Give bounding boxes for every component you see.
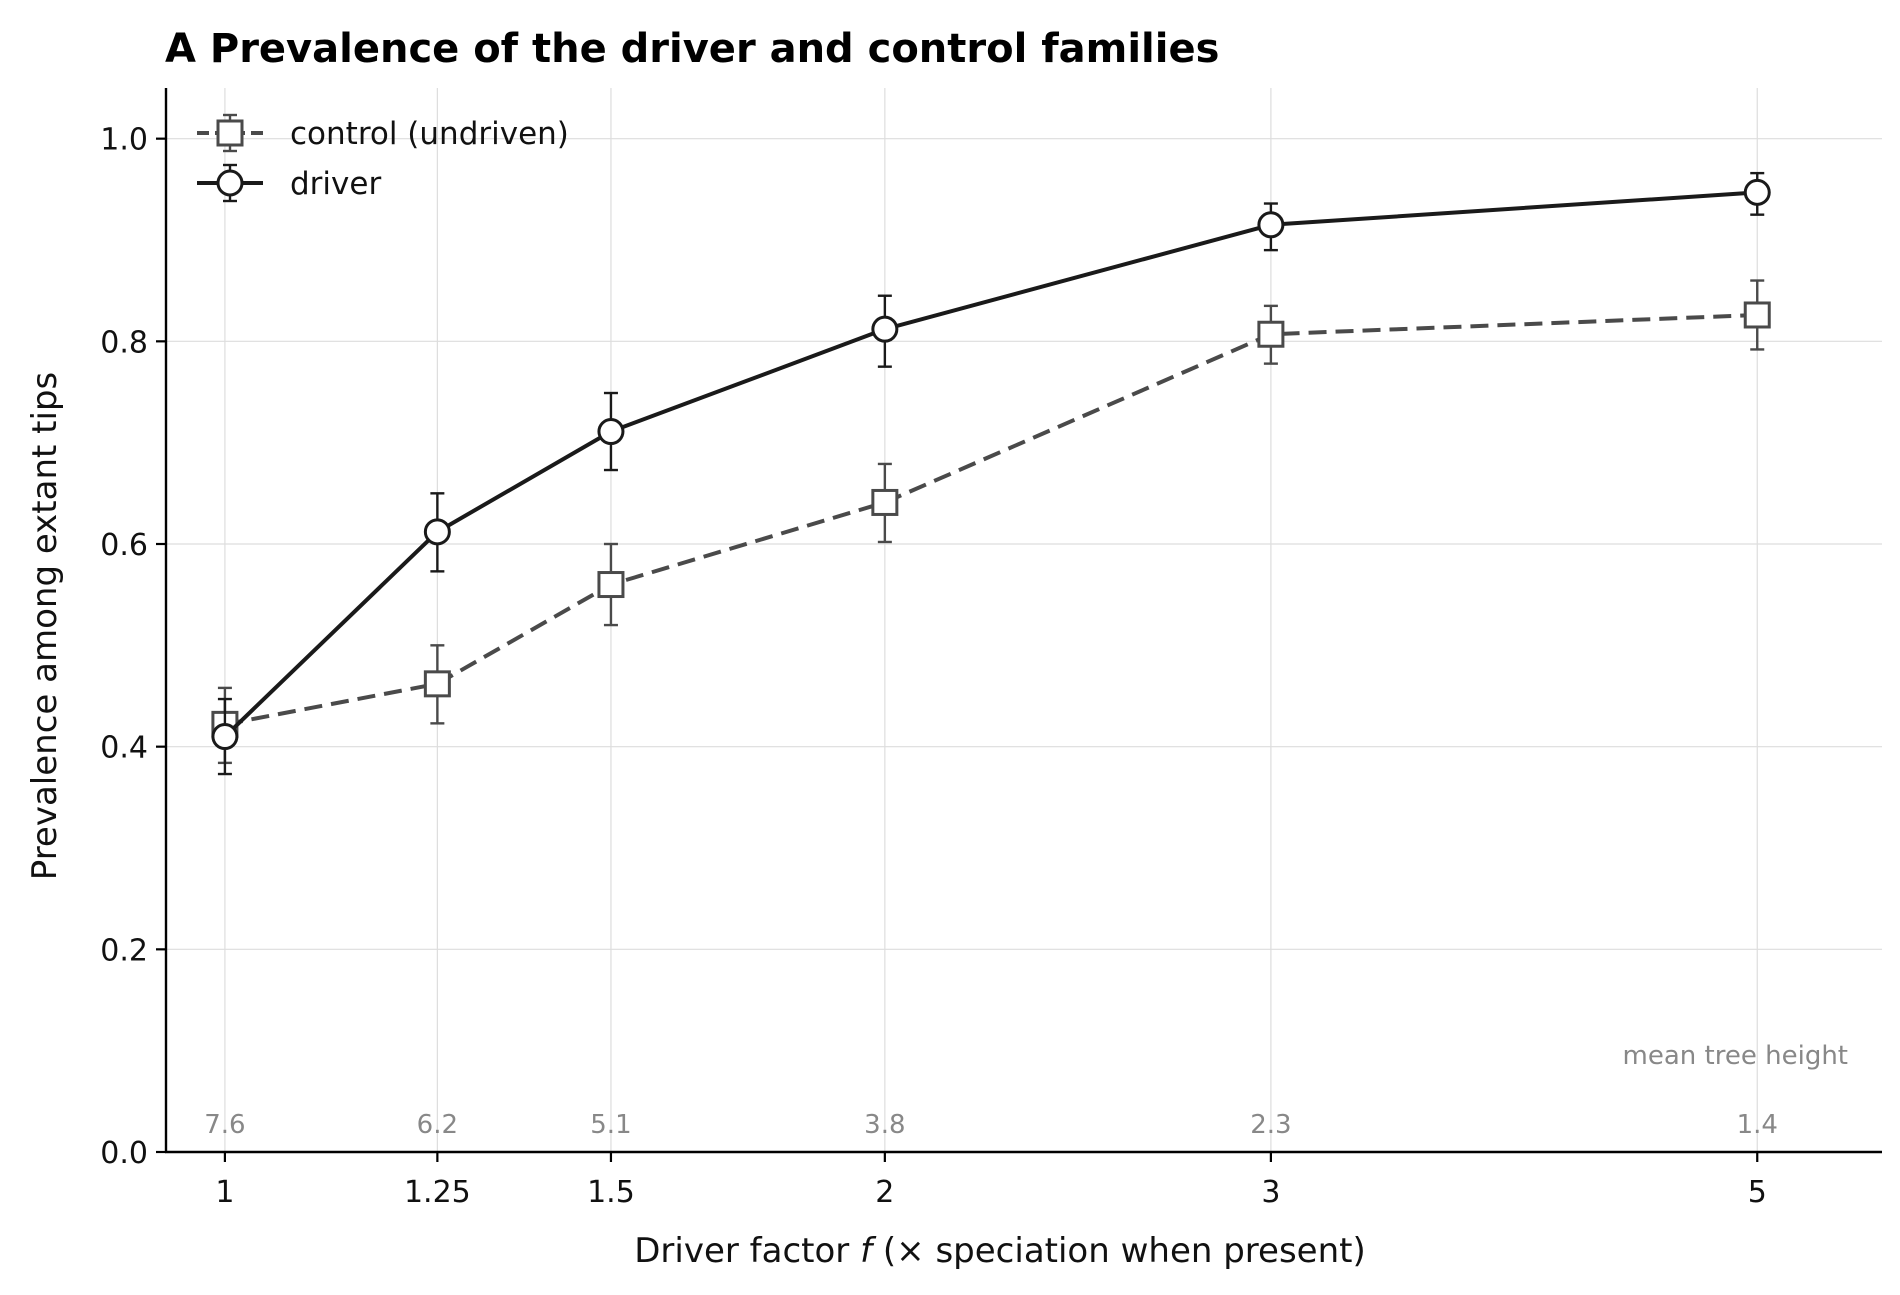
y-tick-label: 0.2 — [100, 933, 148, 968]
y-tick-label: 0.0 — [100, 1136, 148, 1171]
y-tick-label: 0.6 — [100, 528, 148, 563]
x-axis-label: Driver factor f (× speciation when prese… — [634, 1231, 1365, 1271]
data-point-square — [423, 670, 451, 698]
x-tick-label: 3 — [1261, 1175, 1280, 1210]
data-point-square — [597, 571, 625, 599]
tree-height-label: 7.6 — [204, 1110, 245, 1140]
legend-label: control (undriven) — [290, 116, 569, 152]
legend-marker-square — [216, 119, 244, 147]
tree-height-label: 2.3 — [1250, 1110, 1291, 1140]
series-line — [223, 190, 1758, 738]
x-tick-label: 1 — [215, 1175, 234, 1210]
tree-height-annotation: mean tree height — [1623, 1041, 1848, 1071]
x-tick-label: 1.5 — [587, 1175, 635, 1210]
x-axis-label-suffix: (× speciation when present) — [872, 1231, 1366, 1271]
data-point-circle — [211, 723, 239, 751]
legend-marker-circle — [216, 169, 244, 197]
y-axis-label: Prevalence among extant tips — [25, 372, 65, 880]
x-ticks: 1 1.25 1.5 2 3 5 — [215, 1152, 1767, 1210]
series-layer — [211, 171, 1771, 776]
x-axis-label-prefix: Driver factor — [634, 1231, 860, 1271]
data-point-circle — [871, 315, 899, 343]
data-point-square — [871, 488, 899, 516]
data-point-circle — [1257, 211, 1285, 239]
legend-entry: control (undriven) — [197, 113, 569, 153]
y-tick-label: 0.8 — [100, 325, 148, 360]
tree-height-label: 6.2 — [417, 1110, 458, 1140]
tree-height-label: 3.8 — [864, 1110, 905, 1140]
data-point-circle — [423, 518, 451, 546]
data-point-circle — [597, 418, 625, 446]
data-point-square — [1743, 301, 1771, 329]
x-tick-label: 1.25 — [404, 1175, 471, 1210]
axes — [164, 88, 1882, 1154]
legend-label: driver — [290, 166, 381, 202]
y-tick-label: 0.4 — [100, 731, 148, 766]
tree-height-labels: 7.6 6.2 5.1 3.8 2.3 1.4 — [204, 1110, 1778, 1140]
tree-height-label: 1.4 — [1737, 1110, 1778, 1140]
legend-entry: driver — [197, 163, 381, 203]
tree-height-label: 5.1 — [590, 1110, 631, 1140]
legend: control (undriven) driver — [197, 113, 569, 203]
grid — [166, 88, 1882, 1153]
data-point-square — [1257, 320, 1285, 348]
series-line — [224, 312, 1758, 727]
series-square — [211, 279, 1771, 765]
x-tick-label: 5 — [1748, 1175, 1767, 1210]
chart-title: A Prevalence of the driver and control f… — [165, 26, 1219, 72]
x-tick-label: 2 — [875, 1175, 894, 1210]
series-circle — [211, 171, 1771, 776]
y-tick-label: 1.0 — [100, 123, 148, 158]
data-point-circle — [1743, 178, 1771, 206]
y-ticks: 0.0 0.2 0.4 0.6 0.8 1.0 — [100, 123, 166, 1171]
